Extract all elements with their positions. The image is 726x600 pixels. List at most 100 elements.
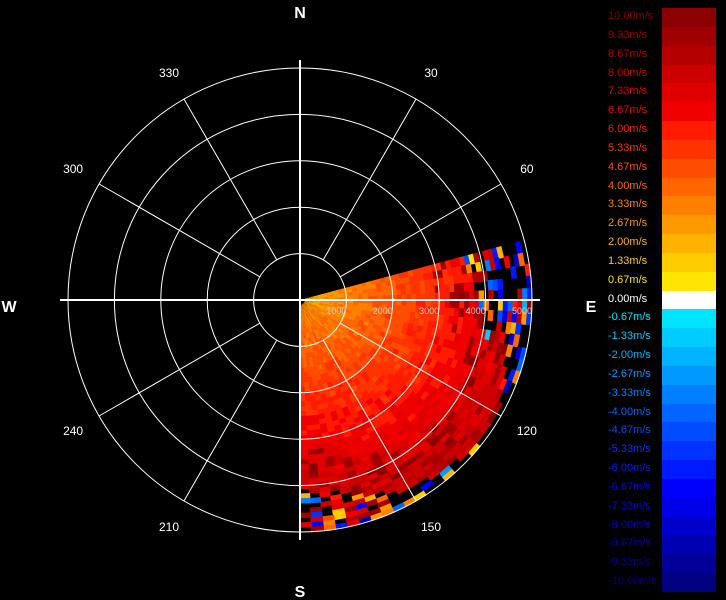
velocity-gate bbox=[391, 502, 406, 513]
velocity-gate bbox=[317, 364, 323, 371]
velocity-gate bbox=[380, 421, 392, 431]
velocity-gate bbox=[304, 308, 309, 314]
velocity-gate bbox=[424, 313, 431, 322]
velocity-gate bbox=[472, 252, 481, 264]
velocity-gate bbox=[517, 300, 523, 313]
velocity-gate bbox=[305, 410, 313, 417]
velocity-gate bbox=[443, 276, 450, 286]
velocity-gate bbox=[429, 422, 441, 435]
velocity-gate bbox=[396, 305, 402, 312]
velocity-gate bbox=[367, 300, 374, 305]
velocity-gate bbox=[433, 379, 443, 391]
velocity-gate bbox=[465, 345, 474, 357]
velocity-gate bbox=[298, 522, 312, 528]
velocity-gate bbox=[345, 312, 352, 317]
velocity-gate bbox=[433, 360, 442, 372]
velocity-gate bbox=[318, 304, 325, 307]
velocity-gate bbox=[342, 500, 356, 509]
velocity-gate bbox=[319, 326, 325, 332]
velocity-gate bbox=[313, 365, 319, 372]
velocity-gate bbox=[510, 265, 518, 279]
velocity-gate bbox=[306, 439, 316, 446]
velocity-gate bbox=[465, 399, 477, 412]
velocity-gate bbox=[413, 367, 422, 378]
velocity-gate bbox=[418, 346, 427, 356]
velocity-gate bbox=[323, 346, 330, 353]
colorbar-swatch bbox=[662, 196, 716, 216]
colorbar-label: -6.67m/s bbox=[608, 480, 651, 493]
velocity-gate bbox=[308, 482, 320, 489]
velocity-gate bbox=[467, 413, 479, 427]
velocity-gate bbox=[404, 438, 416, 450]
velocity-gate bbox=[408, 403, 419, 414]
colorbar-swatch bbox=[662, 234, 716, 254]
velocity-gate bbox=[505, 344, 514, 358]
colorbar-swatch bbox=[662, 497, 716, 518]
velocity-gate bbox=[315, 452, 326, 460]
velocity-gate bbox=[370, 279, 377, 286]
velocity-gate bbox=[480, 371, 491, 384]
velocity-gate bbox=[299, 464, 309, 470]
velocity-gate bbox=[360, 282, 367, 288]
velocity-gate bbox=[409, 464, 423, 476]
velocity-gate bbox=[306, 312, 310, 318]
velocity-gate bbox=[337, 290, 344, 295]
colorbar-label: -1.33m/s bbox=[608, 330, 651, 343]
velocity-gate bbox=[419, 312, 426, 321]
velocity-gate bbox=[361, 285, 368, 291]
velocity-gate bbox=[372, 291, 378, 297]
velocity-gate bbox=[454, 360, 464, 372]
velocity-gate bbox=[436, 392, 447, 404]
velocity-gate bbox=[375, 312, 382, 318]
velocity-gate bbox=[466, 387, 478, 401]
velocity-gate bbox=[316, 462, 327, 469]
velocity-gate bbox=[312, 314, 317, 320]
velocity-gate bbox=[415, 423, 427, 434]
colorbar-entry: 6.00m/s bbox=[606, 121, 716, 141]
velocity-gate bbox=[476, 271, 484, 283]
velocity-gate bbox=[304, 400, 312, 407]
velocity-gate bbox=[460, 343, 469, 355]
velocity-gate bbox=[402, 422, 414, 433]
colorbar-entry: -3.33m/s bbox=[606, 384, 716, 405]
velocity-gate bbox=[341, 321, 348, 328]
velocity-gate bbox=[442, 421, 455, 434]
velocity-gate bbox=[309, 302, 315, 305]
velocity-gate bbox=[432, 389, 443, 401]
velocity-gate bbox=[316, 317, 321, 323]
velocity-gate bbox=[303, 318, 307, 325]
velocity-gate bbox=[492, 352, 502, 366]
velocity-gate bbox=[318, 327, 324, 334]
colorbar-label: 2.67m/s bbox=[608, 217, 648, 230]
velocity-gate bbox=[316, 408, 325, 416]
velocity-gate bbox=[377, 300, 383, 305]
velocity-gate bbox=[500, 343, 509, 357]
velocity-gate bbox=[379, 317, 386, 324]
velocity-gate bbox=[462, 364, 473, 376]
velocity-gate bbox=[321, 341, 327, 349]
velocity-gate bbox=[305, 312, 310, 319]
velocity-gate bbox=[420, 306, 427, 314]
velocity-gate bbox=[313, 303, 320, 307]
velocity-gate bbox=[367, 450, 380, 460]
velocity-gate bbox=[520, 311, 528, 325]
velocity-gate bbox=[308, 477, 320, 485]
velocity-gate bbox=[417, 400, 429, 412]
velocity-gate bbox=[488, 386, 500, 401]
velocity-gate bbox=[454, 291, 461, 301]
velocity-gate bbox=[309, 316, 314, 322]
velocity-gate bbox=[314, 447, 325, 455]
velocity-gate bbox=[338, 295, 345, 299]
velocity-gate bbox=[298, 512, 312, 519]
velocity-gate bbox=[302, 304, 306, 310]
velocity-gate bbox=[306, 306, 312, 311]
velocity-gate bbox=[314, 324, 319, 330]
velocity-gate bbox=[307, 376, 313, 383]
velocity-gate bbox=[299, 430, 308, 436]
velocity-gate bbox=[327, 307, 334, 311]
velocity-gate bbox=[412, 385, 422, 396]
velocity-gate bbox=[402, 496, 417, 508]
velocity-gate bbox=[312, 419, 320, 426]
velocity-gate bbox=[420, 443, 434, 456]
velocity-gate bbox=[386, 300, 393, 306]
